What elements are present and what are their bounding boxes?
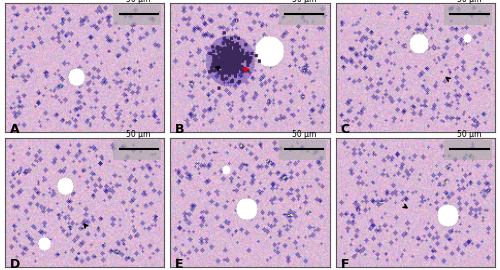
FancyBboxPatch shape (113, 140, 161, 160)
Text: 50 μm: 50 μm (292, 130, 316, 139)
Text: C: C (340, 123, 350, 136)
Text: A: A (10, 123, 20, 136)
Text: 50 μm: 50 μm (126, 130, 151, 139)
Text: 50 μm: 50 μm (458, 0, 481, 4)
FancyBboxPatch shape (444, 140, 492, 160)
FancyBboxPatch shape (113, 5, 161, 25)
Text: 50 μm: 50 μm (126, 0, 151, 4)
FancyBboxPatch shape (278, 140, 326, 160)
Text: E: E (175, 258, 184, 270)
Text: D: D (10, 258, 20, 270)
Text: B: B (175, 123, 184, 136)
Text: 50 μm: 50 μm (292, 0, 316, 4)
Text: F: F (340, 258, 349, 270)
Text: 50 μm: 50 μm (458, 130, 481, 139)
FancyBboxPatch shape (444, 5, 492, 25)
FancyBboxPatch shape (278, 5, 326, 25)
